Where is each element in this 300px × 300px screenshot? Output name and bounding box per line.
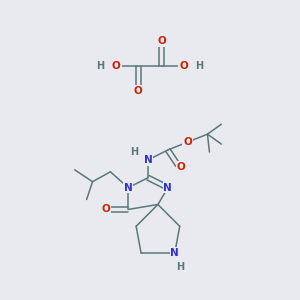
Text: N: N xyxy=(124,183,133,193)
Text: O: O xyxy=(176,162,185,172)
Text: O: O xyxy=(112,61,121,71)
Text: H: H xyxy=(130,147,138,157)
Text: H: H xyxy=(176,262,184,272)
Text: O: O xyxy=(134,85,142,96)
Text: H: H xyxy=(96,61,104,71)
Text: O: O xyxy=(101,204,110,214)
Text: N: N xyxy=(144,155,152,165)
Text: O: O xyxy=(179,61,188,71)
Text: N: N xyxy=(170,248,179,258)
Text: O: O xyxy=(158,36,166,46)
Text: O: O xyxy=(183,137,192,147)
Text: H: H xyxy=(196,61,204,71)
Text: N: N xyxy=(164,183,172,193)
